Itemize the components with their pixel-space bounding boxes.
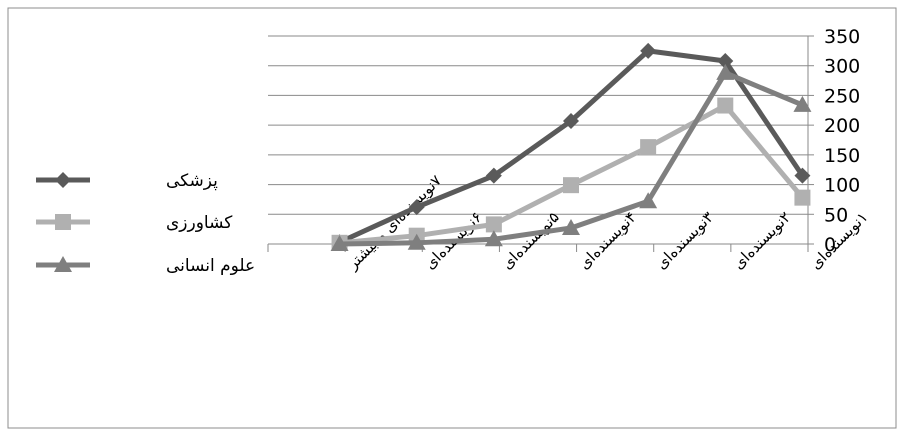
y-tick-label: 100 bbox=[824, 175, 860, 197]
y-tick-label: 350 bbox=[824, 26, 860, 48]
y-tick-label: 200 bbox=[824, 115, 860, 137]
y-tick-label: 150 bbox=[824, 145, 860, 167]
data-point-3 bbox=[330, 235, 349, 251]
data-point-1 bbox=[408, 199, 425, 216]
data-point-2 bbox=[794, 189, 811, 206]
data-point-3 bbox=[407, 233, 426, 250]
data-point-2 bbox=[485, 216, 502, 233]
legend-label-3: علوم انسانی bbox=[166, 256, 255, 276]
data-point-1 bbox=[563, 112, 579, 129]
data-point-3 bbox=[639, 192, 658, 209]
y-tick-labels: 0 50 100 150 200 250 300 350 bbox=[824, 26, 860, 256]
data-point-2 bbox=[640, 139, 657, 156]
data-series bbox=[330, 42, 812, 251]
y-tick-label: 0 bbox=[824, 234, 836, 256]
data-point-2 bbox=[717, 97, 734, 114]
data-point-1 bbox=[717, 52, 734, 69]
y-tick-label: 50 bbox=[824, 204, 848, 226]
legend-label-2: کشاورزی bbox=[166, 213, 233, 233]
axes bbox=[267, 35, 814, 252]
data-point-3 bbox=[793, 95, 812, 112]
y-tick-label: 250 bbox=[824, 85, 860, 107]
legend-marker-2 bbox=[55, 214, 71, 230]
data-point-1 bbox=[640, 42, 657, 59]
data-point-2 bbox=[563, 177, 579, 194]
legend-marker-1 bbox=[55, 172, 71, 188]
data-point-3 bbox=[716, 63, 735, 80]
y-tick-label: 300 bbox=[824, 56, 860, 78]
data-point-3 bbox=[562, 218, 580, 235]
legend: پزشکی کشاورزی علوم انسانی bbox=[36, 171, 255, 276]
legend-label-1: پزشکی bbox=[166, 171, 218, 191]
data-point-1 bbox=[794, 167, 811, 184]
legend-marker-3 bbox=[54, 256, 72, 272]
grid-lines bbox=[268, 35, 808, 245]
chart-border bbox=[7, 7, 897, 429]
data-point-1 bbox=[485, 167, 502, 184]
data-point-3 bbox=[484, 230, 503, 247]
